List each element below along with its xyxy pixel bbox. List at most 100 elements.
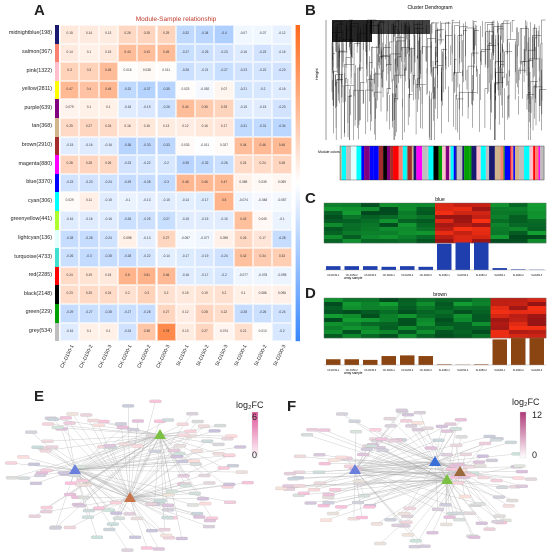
dendrogram-dense-top bbox=[332, 20, 372, 42]
heatmap-cell: 0.16 bbox=[137, 118, 157, 137]
network-node bbox=[464, 473, 477, 477]
heatmap-cell: -0.15 bbox=[156, 192, 176, 211]
module-label: lightcyan(136) bbox=[18, 234, 52, 241]
network-node bbox=[199, 501, 212, 506]
network-node bbox=[502, 504, 515, 508]
network-node bbox=[149, 399, 162, 403]
network-node bbox=[403, 506, 416, 510]
network-node bbox=[349, 430, 363, 434]
heatmap-cell: -0.3 bbox=[156, 173, 176, 193]
network-node bbox=[73, 504, 87, 508]
heatmap-cell: -0.24 bbox=[272, 304, 292, 323]
eigengene-bar bbox=[492, 268, 507, 270]
network-node bbox=[186, 412, 199, 416]
heatmap-cell: -0.27 bbox=[156, 211, 176, 230]
eigengene-bar bbox=[511, 269, 526, 270]
heatmap-cell: 0.28 bbox=[60, 155, 80, 174]
heatmap-cell: -0.057 bbox=[175, 229, 196, 249]
network-node bbox=[357, 494, 371, 498]
heatmap-cell: -0.3 bbox=[79, 248, 99, 267]
network-node bbox=[109, 500, 123, 505]
heatmap-cell: 0.1 bbox=[233, 285, 253, 304]
network-node bbox=[214, 423, 227, 428]
network-node bbox=[197, 424, 211, 428]
heatmap-cell: 0.28 bbox=[272, 155, 292, 174]
module-label: black(2148) bbox=[23, 290, 52, 297]
heatmap-cell: -0.26 bbox=[214, 155, 234, 174]
heatmap-cell: 0.15 bbox=[60, 25, 80, 44]
heatmap-cell: 0.027 bbox=[214, 136, 234, 156]
heatmap-cell: 0.13 bbox=[98, 25, 118, 44]
module-label: purple(639) bbox=[24, 104, 52, 111]
dendrogram-dense-mid bbox=[370, 20, 430, 34]
network-node bbox=[40, 505, 53, 510]
network-node bbox=[27, 462, 41, 466]
hub-node bbox=[124, 492, 136, 502]
heatmap-cell: 0.3 bbox=[137, 285, 157, 304]
heatmap-cell: 0.38 bbox=[137, 322, 157, 342]
heatmap-cell: -0.22 bbox=[253, 62, 273, 81]
module-color-swatch bbox=[55, 43, 59, 63]
heatmap-cell: 0.45 bbox=[156, 43, 176, 63]
heatmap-cell: -0.15 bbox=[233, 99, 253, 118]
dendrogram-title: Cluster Dendrogram bbox=[407, 5, 452, 11]
module-color-swatch bbox=[55, 25, 59, 44]
heatmap-cell: 0.1 bbox=[79, 43, 99, 63]
heatmap-cell: -0.35 bbox=[175, 155, 196, 174]
heatmap-cell: 0.3 bbox=[79, 62, 99, 81]
network-node bbox=[212, 442, 225, 446]
network-node bbox=[190, 449, 203, 453]
heatmap-cell: 0.24 bbox=[98, 285, 118, 304]
network-node bbox=[103, 444, 116, 448]
network-node bbox=[326, 511, 340, 516]
network-node bbox=[476, 454, 489, 458]
module-eigengene-panel-brown: brown array sample CK-D150-1 CK-D150-2 CK-D1… bbox=[323, 292, 547, 375]
heatmap-cell: 0.15 bbox=[98, 43, 118, 63]
network-node bbox=[116, 425, 129, 429]
network-node bbox=[201, 439, 214, 443]
network-node bbox=[175, 536, 188, 541]
dendrogram-branches bbox=[331, 19, 547, 140]
network-node bbox=[478, 441, 492, 446]
network-node bbox=[63, 525, 76, 530]
heatmap-cell: -0.21 bbox=[195, 62, 215, 81]
panel-title: brown bbox=[433, 292, 447, 298]
heatmap-cell: -0.24 bbox=[214, 248, 234, 267]
network-node bbox=[297, 491, 310, 495]
heatmap-cell: -0.2 bbox=[272, 322, 292, 342]
network-node bbox=[121, 548, 134, 552]
heatmap-cell: 0.086 bbox=[253, 285, 273, 304]
heatmap-cell: -0.07 bbox=[253, 25, 273, 44]
network-node bbox=[513, 464, 526, 468]
panel-label-b: B bbox=[305, 2, 316, 19]
network-node bbox=[352, 479, 366, 483]
network-node bbox=[287, 477, 300, 481]
eigengene-bar bbox=[400, 355, 415, 365]
heatmap-cell: -0.23 bbox=[272, 62, 292, 81]
network-node bbox=[282, 484, 295, 488]
heatmap-cell: 0.038 bbox=[137, 62, 157, 81]
heatmap-cell: -0.28 bbox=[98, 248, 118, 267]
module-label: red(2285) bbox=[28, 272, 52, 279]
bar-sample-label: St-D200-2 bbox=[513, 369, 525, 372]
network-node bbox=[335, 505, 348, 509]
network-node bbox=[322, 495, 335, 499]
network-node bbox=[376, 448, 389, 452]
heatmap-cell: -0.29 bbox=[117, 173, 138, 193]
network-node bbox=[401, 413, 415, 417]
heatmap-cell: 0.2 bbox=[117, 285, 138, 304]
network-node bbox=[384, 424, 397, 428]
heatmap-cell: 0.13 bbox=[156, 118, 176, 137]
network-node bbox=[112, 516, 126, 520]
network-node bbox=[318, 428, 331, 432]
heatmap-cell: 0.07 bbox=[214, 80, 234, 100]
heatmap-cell: 0.1 bbox=[79, 322, 99, 342]
network-node bbox=[184, 429, 197, 434]
eigengene-bar bbox=[437, 243, 452, 270]
heatmap-cell: -0.17 bbox=[195, 192, 215, 211]
heatmap-cell: -0.37 bbox=[137, 80, 157, 100]
module-color-swatch bbox=[55, 173, 59, 193]
module-label: salmon(367) bbox=[22, 48, 52, 55]
network-node bbox=[440, 452, 454, 457]
heatmap-cell: -0.36 bbox=[117, 136, 138, 156]
